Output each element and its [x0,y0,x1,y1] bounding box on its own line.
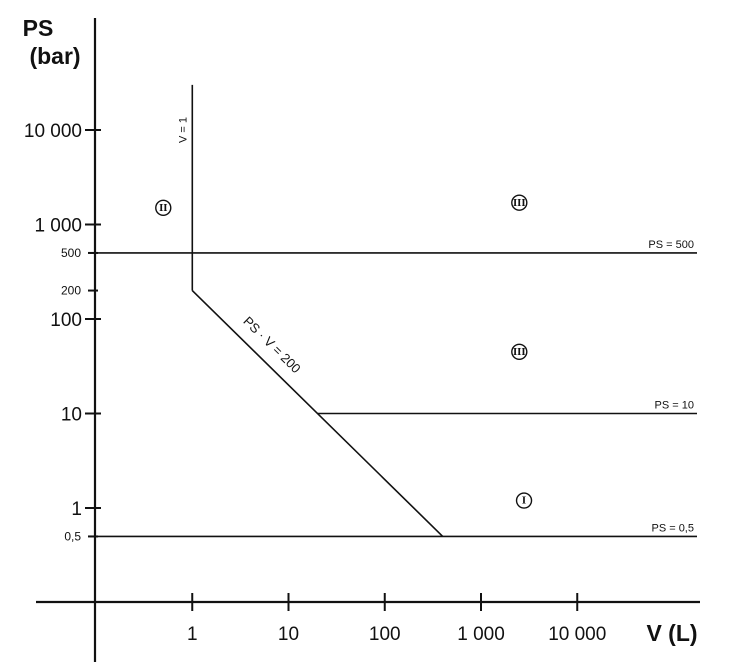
y-tick-label: 1 000 [34,216,82,237]
category-marker-circle [155,199,172,217]
x-tick-label: 100 [369,624,401,645]
ticks: 1 10 100 1 000 10 000 0,5 1 10 100 200 500 1 000 10 … [24,121,606,645]
y-axis-title-line1: PS [23,15,54,41]
boundary-label: PS · V = 200 [240,313,303,376]
y-tick-label: 100 [50,310,82,331]
y-tick-label: 500 [61,246,81,260]
boundary-label: V = 1 [177,117,189,143]
y-tick-label: 0,5 [64,529,81,543]
category-marker-label: III [513,199,526,209]
boundary-line [191,290,444,537]
category-marker-circle [515,492,533,509]
y-tick-label: 10 000 [24,121,82,142]
category-marker-circle [511,194,528,211]
x-axis-title: V (L) [646,620,697,646]
category-marker-label: III [513,348,526,358]
y-axis-title-line2: (bar) [29,43,80,69]
category-marker-label: I [522,497,526,507]
y-tick-label: 10 [61,405,82,426]
boundary-label: PS = 10 [655,400,694,412]
x-tick-label: 10 [278,624,299,645]
y-tick-label: 1 [71,499,82,520]
category-marker-circle [511,343,528,360]
x-tick-label: 1 [187,624,198,645]
x-tick-label: 10 000 [548,624,606,645]
y-tick-label: 200 [61,284,81,298]
category-marker-label: II [159,204,167,214]
boundary-label: PS = 500 [648,239,694,251]
axes [36,18,700,662]
x-tick-label: 1 000 [457,624,505,645]
boundary-label: PS = 0,5 [651,522,694,534]
boundary-lines: PS = 500 PS = 10 PS = 0,5 V = 1 PS · V = 200 [90,84,697,538]
